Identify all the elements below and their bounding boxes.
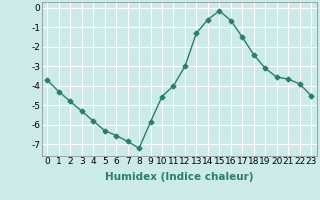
X-axis label: Humidex (Indice chaleur): Humidex (Indice chaleur) xyxy=(105,172,253,182)
